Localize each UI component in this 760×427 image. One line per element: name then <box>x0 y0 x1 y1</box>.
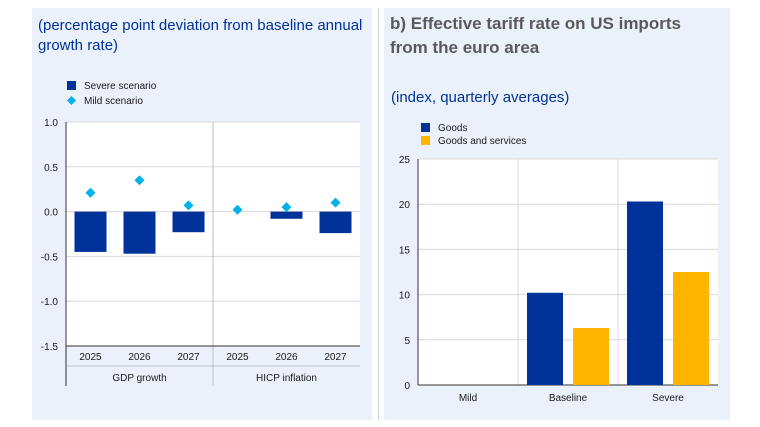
chart-a-y-tick-label: 0.0 <box>44 208 58 219</box>
chart-b-legend-label-goods-services: Goods and services <box>438 136 526 147</box>
chart-a-legend-swatch-severe <box>67 81 76 90</box>
chart-a-point-mild <box>85 187 96 198</box>
chart-b-plot-area <box>418 159 718 385</box>
chart-a-point-mild <box>183 200 194 211</box>
left-subtitle: (percentage point deviation from baselin… <box>38 16 362 56</box>
chart-b-bar-goods-services <box>673 272 709 385</box>
chart-a-x-tick-label: 2025 <box>79 352 102 363</box>
chart-b-legend-label-goods: Goods <box>438 123 467 134</box>
chart-a-x-tick-label: 2027 <box>177 352 200 363</box>
chart-b-bar-goods-services <box>573 328 609 385</box>
chart-b-x-tick-label: Severe <box>652 393 684 404</box>
chart-a-bar-severe <box>123 211 156 254</box>
chart-a-y-tick-label: 0.5 <box>44 163 58 174</box>
right-title-line1: b) Effective tariff rate on US imports <box>390 14 681 33</box>
chart-a-point-mild <box>232 204 243 215</box>
right-panel-title: b) Effective tariff rate on US imports f… <box>390 12 681 60</box>
chart-a-y-tick-label: 1.0 <box>44 118 58 129</box>
chart-b-y-tick-label: 15 <box>399 245 411 256</box>
chart-b-bar-goods <box>527 292 563 385</box>
chart-b-bar-goods <box>627 201 663 385</box>
chart-b-y-tick-label: 5 <box>404 336 410 347</box>
left-subtitle-line1: (percentage point deviation from baselin… <box>38 17 363 34</box>
chart-a-legend-label-severe: Severe scenario <box>84 81 157 92</box>
chart-a-group-label: GDP growth <box>112 373 166 384</box>
chart-a-x-tick-label: 2026 <box>128 352 151 363</box>
chart-b-y-tick-label: 10 <box>399 291 411 302</box>
chart-b-y-tick-label: 20 <box>399 200 411 211</box>
chart-a-group-label: HICP inflation <box>256 373 317 384</box>
chart-b-y-tick-label: 0 <box>404 381 410 392</box>
chart-a-x-tick-label: 2025 <box>226 352 249 363</box>
chart-a-bar-severe <box>270 211 303 219</box>
right-title-line2: from the euro area <box>390 38 540 57</box>
chart-a-point-mild <box>281 202 292 213</box>
chart-a-bar-severe <box>319 211 352 234</box>
chart-a-point-mild <box>134 175 145 186</box>
chart-b-y-tick-label: 25 <box>399 155 411 166</box>
chart-a-y-tick-label: -1.5 <box>41 342 59 353</box>
left-subtitle-line2: growth rate) <box>38 37 119 54</box>
chart-b-x-tick-label: Baseline <box>549 393 588 404</box>
chart-a-x-tick-label: 2026 <box>275 352 298 363</box>
right-subtitle: (index, quarterly averages) <box>391 89 570 106</box>
chart-a-y-tick-label: -1.0 <box>41 297 59 308</box>
chart-a-legend-label-mild: Mild scenario <box>84 96 143 107</box>
chart-b-legend-swatch-goods <box>421 123 430 132</box>
chart-a-y-tick-label: -0.5 <box>41 252 59 263</box>
chart-a-point-mild <box>330 197 341 208</box>
chart-b-legend-swatch-goods-services <box>421 136 430 145</box>
chart-a-x-tick-label: 2027 <box>324 352 347 363</box>
panel-divider <box>378 8 379 420</box>
chart-a-bar-severe <box>172 211 205 233</box>
chart-a-legend-swatch-mild <box>67 96 76 105</box>
chart-a-bar-severe <box>74 211 107 252</box>
chart-b-x-tick-label: Mild <box>459 393 477 404</box>
